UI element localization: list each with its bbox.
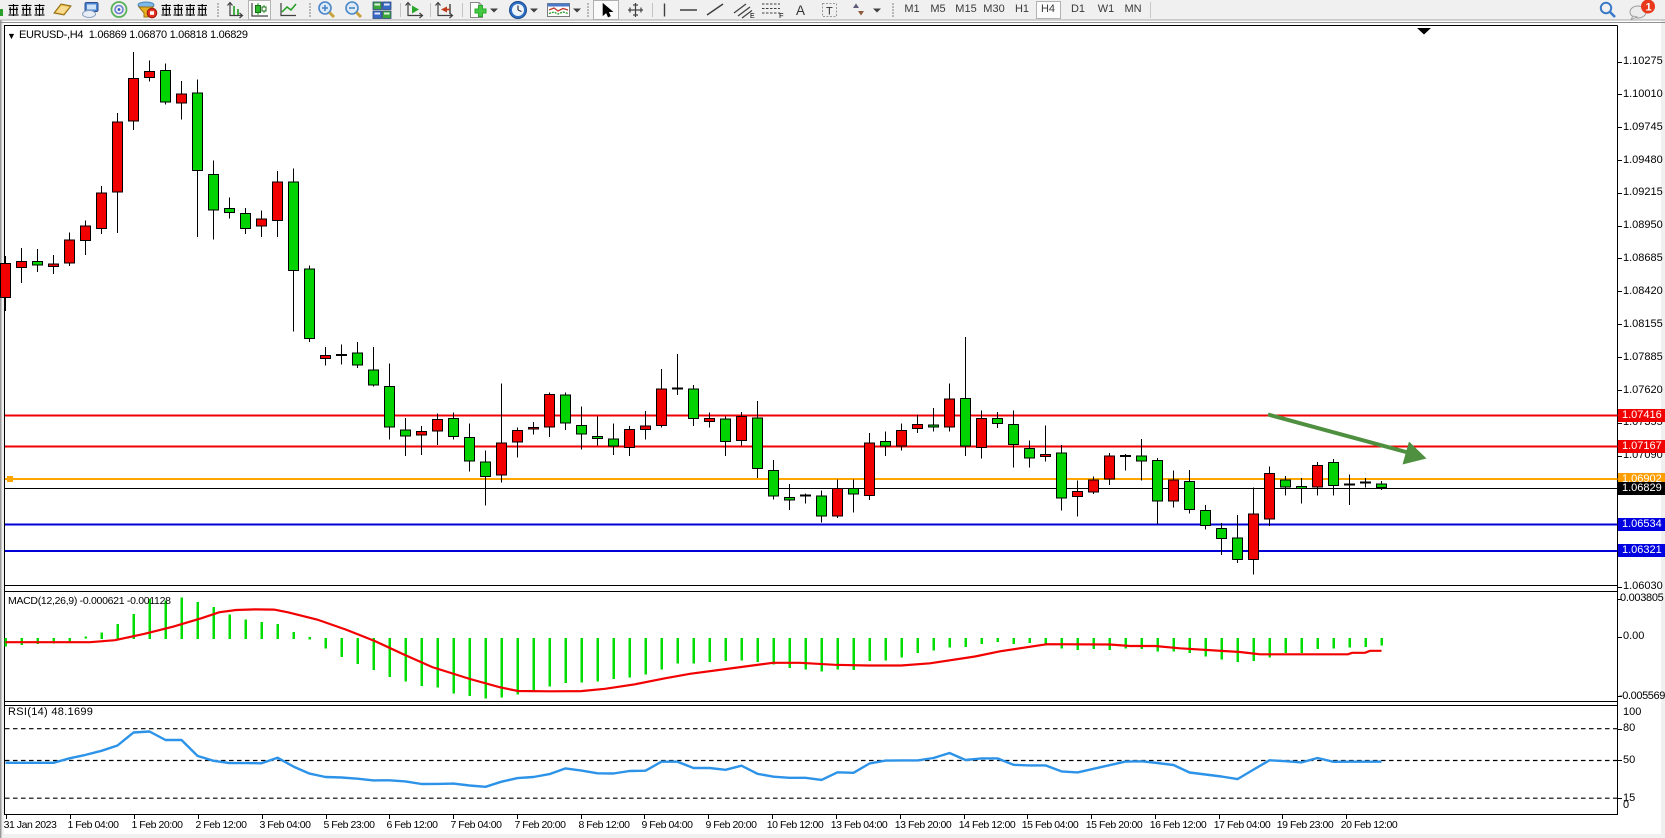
svg-text:F: F — [779, 11, 784, 20]
svg-text:1: 1 — [1646, 2, 1652, 14]
svg-text:E: E — [750, 13, 755, 20]
svg-text:A: A — [796, 3, 805, 18]
svg-text:T: T — [826, 6, 833, 18]
